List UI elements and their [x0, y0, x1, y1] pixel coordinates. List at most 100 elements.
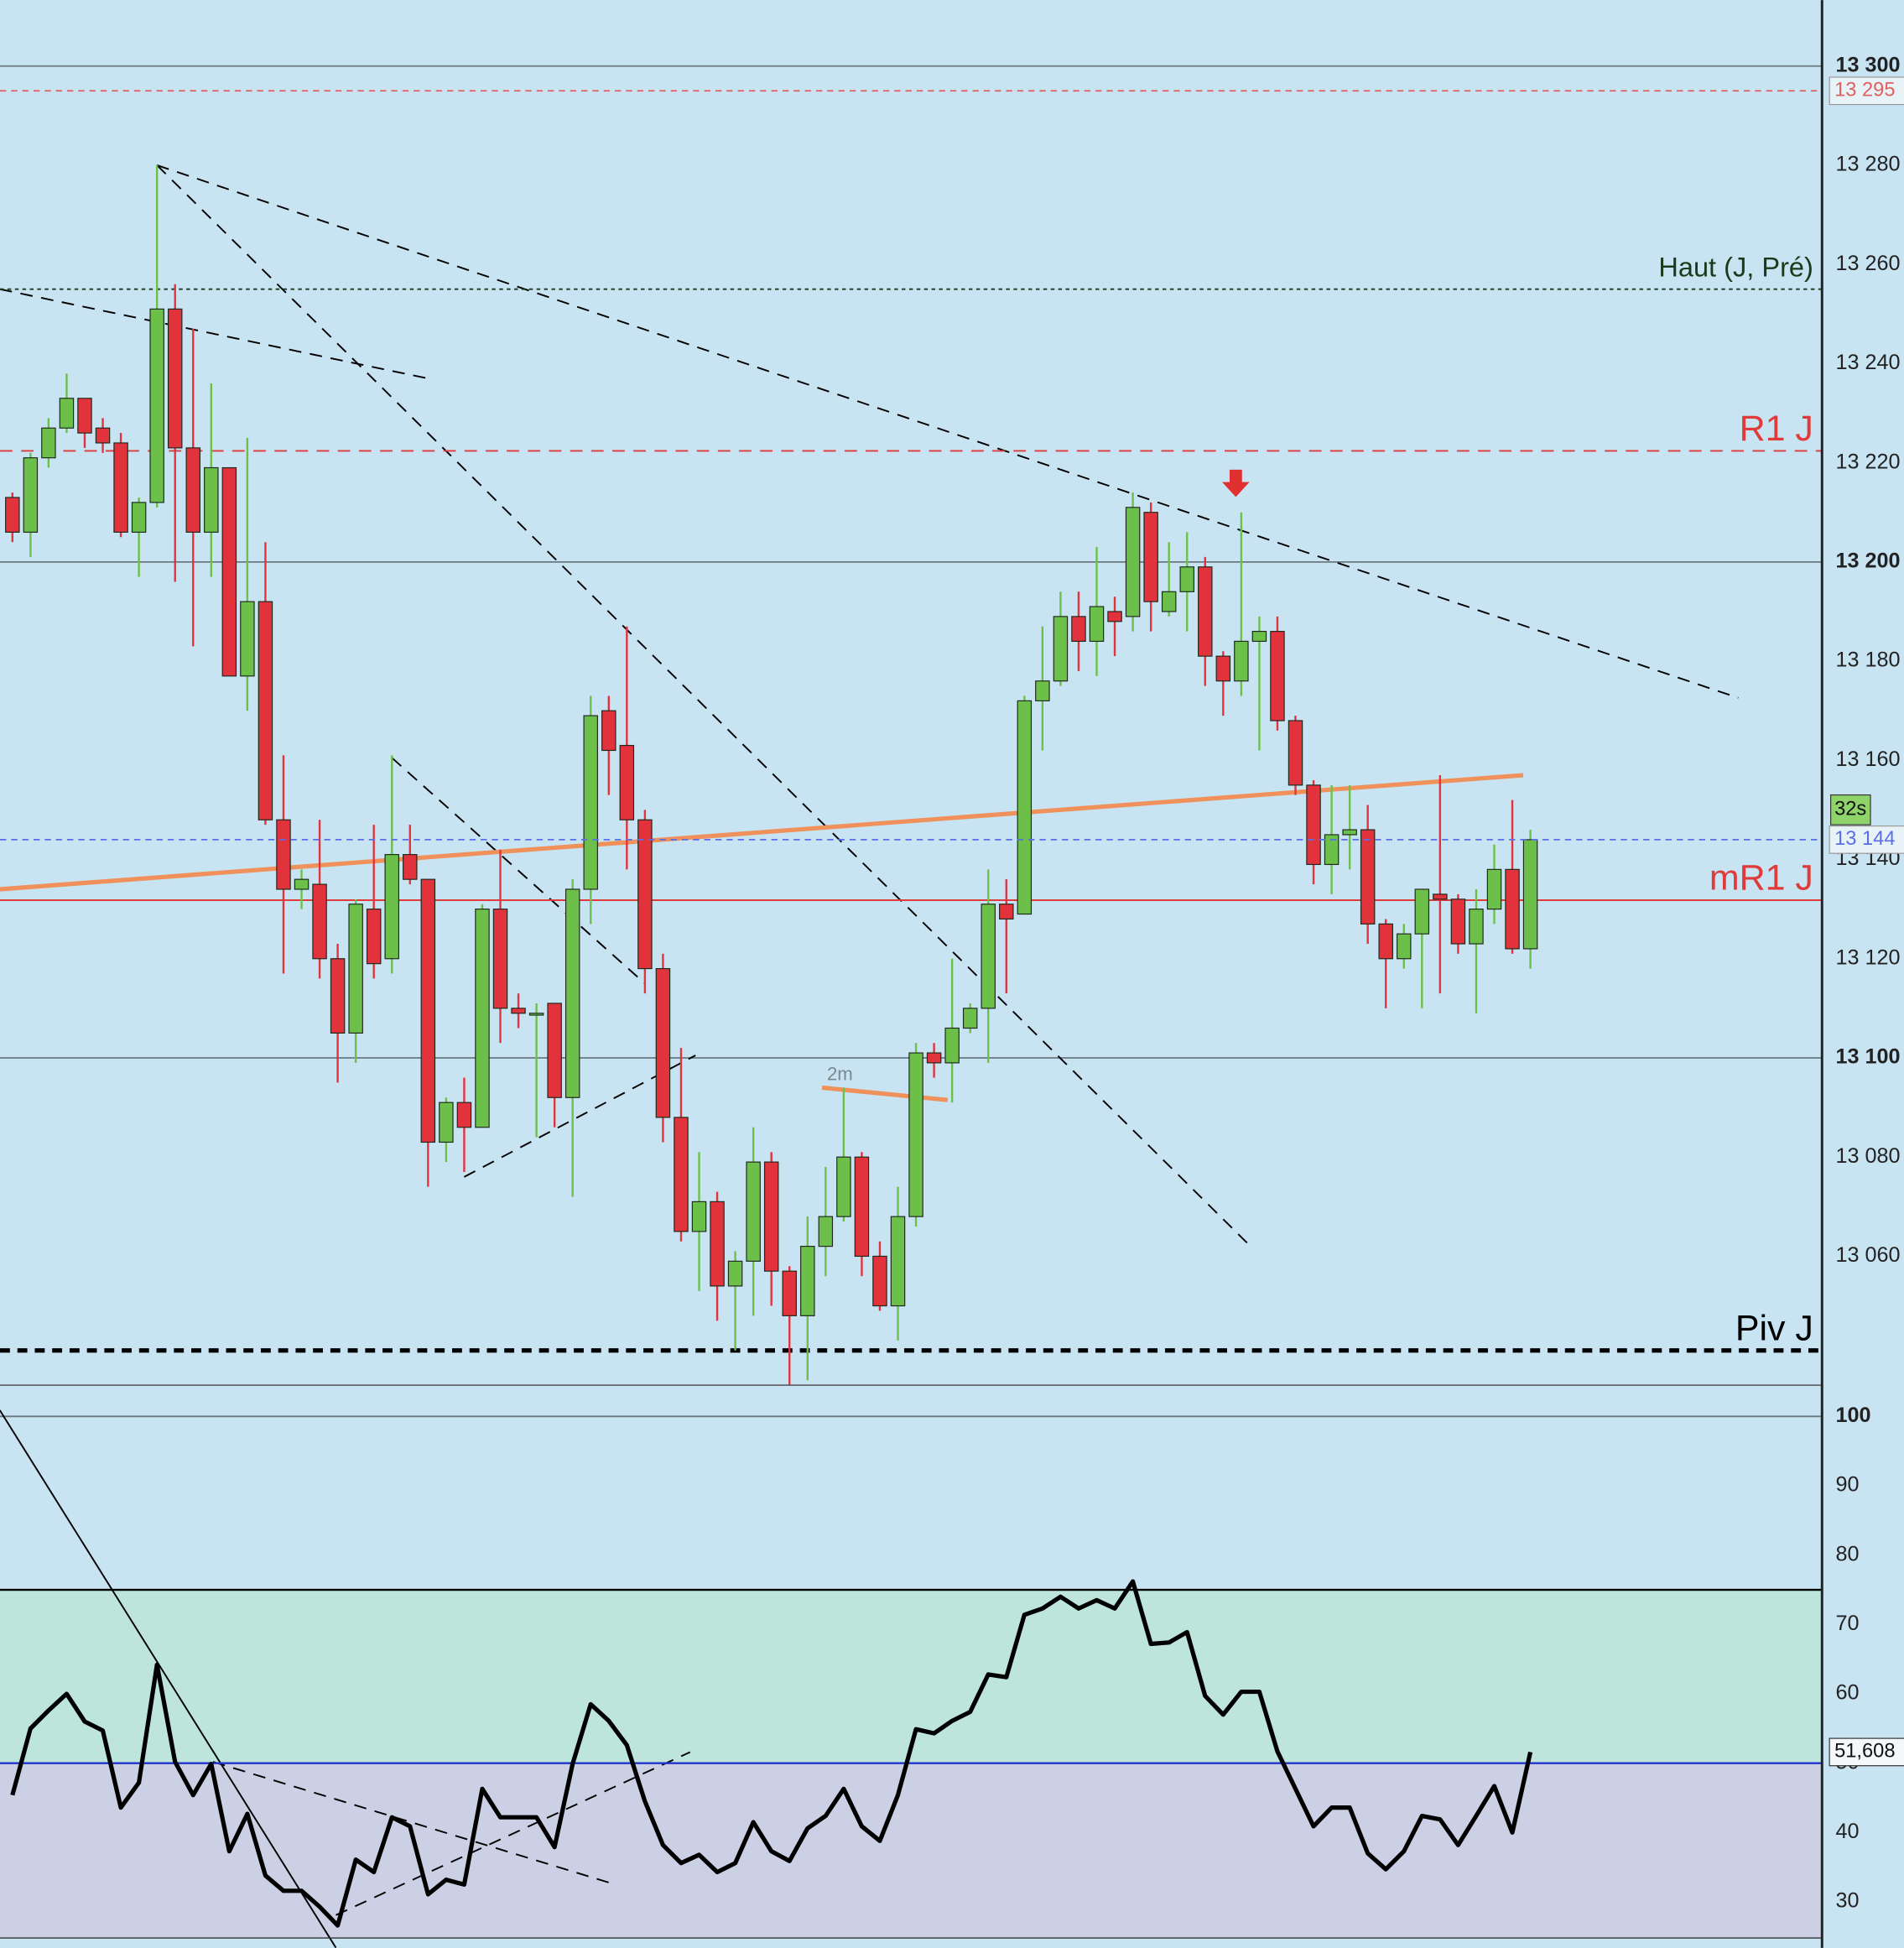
candle-body: [1306, 784, 1321, 866]
candle-body: [1486, 868, 1502, 910]
trendline-label: 2m: [827, 1064, 853, 1085]
candle-body: [1288, 720, 1303, 786]
candle-body: [456, 1102, 472, 1128]
candle-body: [710, 1201, 725, 1287]
candle-body: [1161, 591, 1177, 612]
signal-arrow: [1222, 469, 1250, 497]
candle-body: [366, 909, 382, 965]
y-tick-label: 13 120: [1836, 945, 1901, 969]
candle-body: [1450, 898, 1466, 945]
price-tag-box: [1829, 76, 1904, 106]
candle-body: [221, 466, 237, 677]
candle-body: [204, 466, 219, 533]
timer-label: 32s: [1834, 799, 1866, 820]
last-value-label: 51,608: [1834, 1741, 1895, 1763]
trendline: [336, 1751, 691, 1916]
candle-body: [1342, 829, 1357, 836]
candle-body: [1270, 631, 1285, 721]
y-tick-label: 13 300: [1836, 53, 1901, 76]
y-tick-label: 13 060: [1836, 1243, 1901, 1267]
level-label: Piv J: [1735, 1308, 1813, 1348]
y-tick-label: 13 220: [1836, 450, 1901, 473]
y-tick-label: 13 100: [1836, 1045, 1901, 1069]
candle-body: [1433, 893, 1448, 900]
candle-body: [872, 1255, 887, 1307]
price-tag-box: [1829, 825, 1904, 854]
zone: [0, 1590, 1823, 1763]
candle-body: [782, 1270, 797, 1316]
candle-body: [1414, 888, 1430, 935]
y-tick-label: 13 200: [1836, 550, 1901, 573]
candle-body: [59, 398, 75, 429]
candle-body: [1107, 611, 1122, 622]
candle-body: [1035, 680, 1050, 701]
level-label: mR1 J: [1709, 858, 1813, 898]
candle-body: [1089, 606, 1105, 643]
y-tick-label: 13 240: [1836, 351, 1901, 374]
candle-body: [475, 909, 490, 1128]
candle-body: [77, 398, 92, 434]
candle-body: [564, 888, 580, 1098]
last-value-box: [1829, 1737, 1904, 1767]
y-tick-label: 30: [1836, 1889, 1860, 1913]
candle-body: [1179, 566, 1194, 592]
trendline: [0, 1409, 337, 1948]
level-label: R1 J: [1740, 409, 1813, 449]
candle-body: [131, 502, 147, 533]
candle-body: [763, 1161, 779, 1272]
zone: [0, 1763, 1823, 1939]
y-tick-label: 100: [1836, 1404, 1871, 1427]
candle-body: [113, 442, 128, 533]
candle-body: [511, 1008, 526, 1014]
candle-body: [384, 854, 399, 960]
candle-body: [1469, 909, 1484, 945]
candle-body: [836, 1156, 851, 1217]
candle-body: [149, 308, 164, 503]
y-tick-label: 13 080: [1836, 1144, 1901, 1168]
candle-body: [258, 601, 273, 820]
y-tick-label: 40: [1836, 1820, 1860, 1843]
candle-body: [601, 710, 616, 752]
candle-body: [727, 1260, 743, 1287]
candle-body: [890, 1216, 906, 1307]
candle-body: [583, 715, 598, 890]
candle-body: [926, 1052, 942, 1064]
y-tick-label: 13 160: [1836, 747, 1901, 771]
candle-body: [908, 1052, 923, 1217]
candle-body: [95, 427, 111, 444]
candle-body: [420, 878, 436, 1143]
trendline: [156, 164, 1253, 1249]
timer-box: [1830, 794, 1871, 826]
candle-body: [1378, 923, 1393, 960]
candle-body: [818, 1216, 834, 1247]
trendline: [391, 757, 646, 985]
trendline: [0, 773, 1524, 892]
y-tick-label: 13 260: [1836, 252, 1901, 275]
candle-body: [1324, 834, 1340, 866]
candle-body: [185, 447, 200, 533]
candle-body: [674, 1117, 689, 1232]
candle-body: [619, 744, 635, 820]
candle-body: [294, 878, 310, 890]
y-tick-label: 80: [1836, 1542, 1860, 1565]
candle-body: [439, 1102, 454, 1143]
candle-body: [1017, 700, 1033, 915]
y-tick-label: 13 280: [1836, 153, 1901, 176]
y-tick-label: 90: [1836, 1473, 1860, 1497]
candle-body: [1143, 512, 1158, 602]
candle-body: [1522, 839, 1538, 950]
candle-body: [854, 1156, 870, 1258]
trendline: [156, 164, 1739, 699]
candle-body: [312, 883, 327, 960]
candle-body: [528, 1013, 544, 1016]
candle-body: [655, 967, 671, 1118]
candle-body: [330, 958, 346, 1034]
candle-body: [1360, 829, 1376, 925]
price-tag-label: 13 295: [1834, 80, 1895, 102]
candle-body: [1251, 631, 1267, 643]
candle-body: [276, 819, 291, 890]
candle-body: [41, 427, 56, 459]
candle-body: [403, 854, 418, 880]
candle-body: [800, 1246, 815, 1316]
